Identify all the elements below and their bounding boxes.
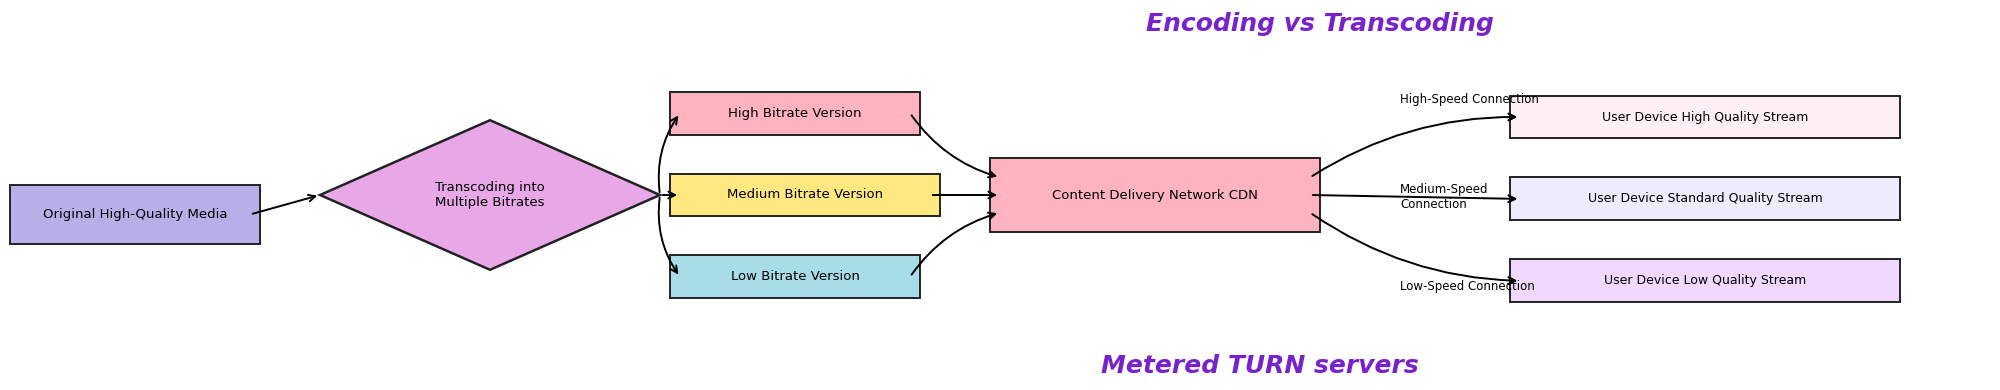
Text: High-Speed Connection: High-Speed Connection bbox=[1400, 93, 1538, 106]
FancyBboxPatch shape bbox=[670, 92, 920, 135]
Text: Original High-Quality Media: Original High-Quality Media bbox=[42, 208, 228, 221]
Text: User Device Standard Quality Stream: User Device Standard Quality Stream bbox=[1588, 192, 1822, 206]
Polygon shape bbox=[320, 120, 660, 270]
Text: User Device Low Quality Stream: User Device Low Quality Stream bbox=[1604, 274, 1806, 287]
FancyBboxPatch shape bbox=[1510, 96, 1900, 138]
FancyBboxPatch shape bbox=[10, 185, 260, 244]
Text: Metered TURN servers: Metered TURN servers bbox=[1102, 354, 1418, 378]
FancyBboxPatch shape bbox=[1510, 177, 1900, 220]
Text: User Device High Quality Stream: User Device High Quality Stream bbox=[1602, 110, 1808, 124]
Text: Content Delivery Network CDN: Content Delivery Network CDN bbox=[1052, 188, 1258, 202]
Text: High Bitrate Version: High Bitrate Version bbox=[728, 106, 862, 120]
FancyBboxPatch shape bbox=[670, 174, 940, 216]
Text: Medium-Speed
Connection: Medium-Speed Connection bbox=[1400, 183, 1488, 211]
FancyBboxPatch shape bbox=[670, 255, 920, 298]
Text: Medium Bitrate Version: Medium Bitrate Version bbox=[726, 188, 884, 202]
Text: Transcoding into
Multiple Bitrates: Transcoding into Multiple Bitrates bbox=[436, 181, 544, 209]
Text: Encoding vs Transcoding: Encoding vs Transcoding bbox=[1146, 12, 1494, 36]
Text: Low-Speed Connection: Low-Speed Connection bbox=[1400, 280, 1534, 293]
Text: Low Bitrate Version: Low Bitrate Version bbox=[730, 270, 860, 284]
FancyBboxPatch shape bbox=[1510, 259, 1900, 302]
FancyBboxPatch shape bbox=[990, 158, 1320, 232]
